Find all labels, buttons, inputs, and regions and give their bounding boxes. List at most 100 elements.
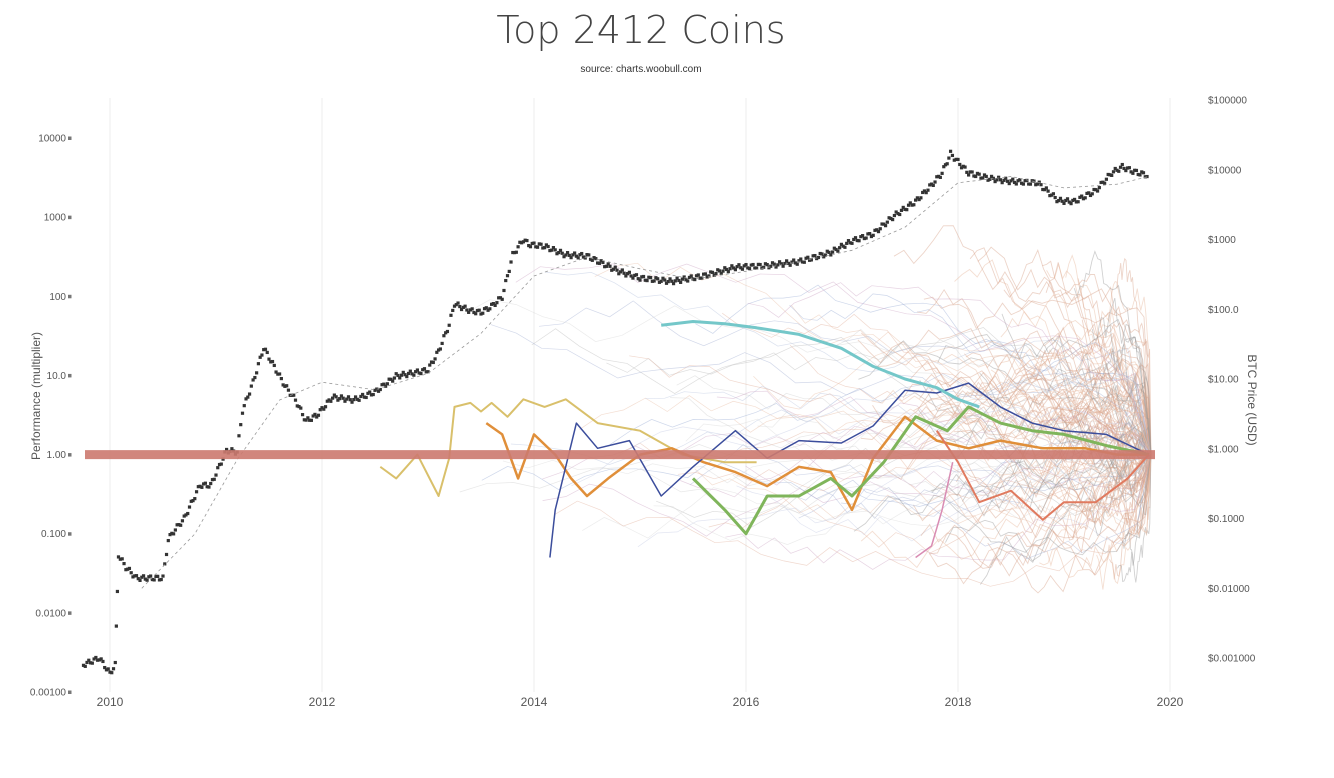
- coin-line: [1002, 358, 1152, 455]
- btc-price-point: [133, 574, 137, 578]
- coin-line: [1117, 454, 1152, 583]
- coin-line: [913, 398, 1152, 523]
- btc-price-point: [808, 258, 812, 262]
- btc-price-point: [850, 241, 854, 245]
- btc-price-point: [92, 657, 96, 661]
- btc-price-point: [286, 388, 291, 392]
- btc-price-point: [551, 246, 556, 250]
- coin-line: [1072, 454, 1152, 554]
- btc-price-point: [1044, 186, 1048, 190]
- btc-price-point: [846, 239, 851, 243]
- y-tick-label: 0.0100: [35, 608, 66, 619]
- btc-price-point: [919, 196, 923, 200]
- btc-price-point: [1117, 169, 1121, 173]
- y-tick-mark: [68, 690, 72, 694]
- btc-price-point: [161, 574, 165, 578]
- btc-price-point: [114, 624, 118, 628]
- btc-price-point: [134, 574, 139, 578]
- btc-price-point: [1012, 180, 1017, 185]
- y-tick-mark: [68, 453, 72, 457]
- btc-price-point: [866, 232, 870, 236]
- btc-price-point: [991, 176, 995, 180]
- btc-price-point: [666, 279, 670, 284]
- btc-price-point: [274, 370, 278, 374]
- btc-price-point: [170, 531, 174, 535]
- btc-price-point: [634, 273, 639, 277]
- y-tick-label: 10000: [38, 134, 66, 145]
- series-line: [379, 398, 757, 497]
- btc-price-point: [511, 250, 515, 255]
- btc-price-point: [143, 577, 147, 581]
- btc-price-point: [1007, 181, 1011, 186]
- btc-price-point: [641, 274, 646, 279]
- btc-price-point: [157, 578, 162, 582]
- btc-price-point: [740, 267, 745, 271]
- btc-price-point: [502, 288, 506, 293]
- btc-price-point: [945, 162, 949, 166]
- btc-price-point: [788, 263, 792, 267]
- btc-price-point: [1078, 195, 1082, 199]
- btc-price-point: [203, 481, 207, 485]
- btc-price-point: [845, 241, 849, 245]
- btc-price-point: [732, 266, 736, 270]
- btc-price-point: [399, 373, 404, 377]
- y-tick-mark: [68, 294, 72, 299]
- btc-price-point: [698, 276, 702, 280]
- x-tick-label: 2018: [945, 695, 972, 709]
- btc-price-point: [836, 249, 840, 253]
- btc-price-point: [597, 261, 601, 265]
- btc-price-point: [258, 355, 262, 359]
- btc-price-point: [212, 477, 216, 481]
- btc-price-point: [384, 384, 388, 388]
- y-tick-mark: [68, 373, 72, 378]
- btc-price-point: [912, 203, 916, 207]
- btc-price-point: [426, 370, 430, 374]
- btc-price-point: [88, 661, 93, 665]
- btc-price-point: [320, 406, 324, 410]
- btc-price-point: [193, 497, 197, 501]
- btc-price-point: [322, 407, 326, 411]
- btc-price-point: [928, 183, 932, 187]
- btc-price-point: [449, 313, 453, 317]
- btc-price-point: [747, 267, 752, 271]
- btc-price-point: [617, 272, 621, 276]
- btc-price-point: [318, 408, 322, 412]
- btc-price-point: [290, 393, 294, 397]
- btc-price-point: [843, 245, 847, 249]
- x-tick-label: 2020: [1157, 695, 1184, 709]
- btc-price-point: [145, 578, 149, 582]
- coin-line: [1059, 451, 1152, 535]
- btc-price-point: [465, 308, 469, 312]
- btc-price-point: [564, 253, 568, 257]
- btc-price-point: [885, 220, 889, 224]
- btc-price-point: [94, 655, 98, 660]
- coin-line: [708, 454, 1152, 554]
- coin-line: [974, 356, 1152, 464]
- btc-price-point: [182, 514, 186, 518]
- coin-line: [1049, 454, 1152, 550]
- btc-price-point: [1042, 188, 1047, 192]
- btc-price-point: [398, 376, 402, 380]
- y-axis-label: Performance (multiplier): [29, 332, 43, 460]
- btc-price-point: [959, 166, 964, 170]
- coin-line: [990, 454, 1152, 577]
- btc-price-point: [440, 341, 444, 346]
- btc-price-point: [456, 301, 460, 305]
- btc-price-point: [596, 261, 600, 265]
- btc-price-point: [392, 376, 397, 380]
- chart-subtitle: source: charts.woobull.com: [580, 64, 701, 75]
- btc-price-point: [118, 557, 122, 561]
- btc-price-point: [316, 413, 321, 417]
- y2-tick-label: $0.01000: [1208, 584, 1250, 595]
- btc-price-point: [606, 262, 610, 266]
- btc-price-point: [569, 256, 573, 260]
- btc-price-point: [175, 523, 179, 527]
- btc-price-point: [421, 368, 425, 372]
- btc-price-point: [221, 457, 225, 461]
- btc-price-point: [1011, 177, 1015, 181]
- btc-price-point: [769, 264, 773, 268]
- btc-price-point: [981, 176, 985, 180]
- btc-price-point: [977, 172, 981, 176]
- btc-price-point: [795, 262, 799, 266]
- btc-price-point: [908, 201, 912, 205]
